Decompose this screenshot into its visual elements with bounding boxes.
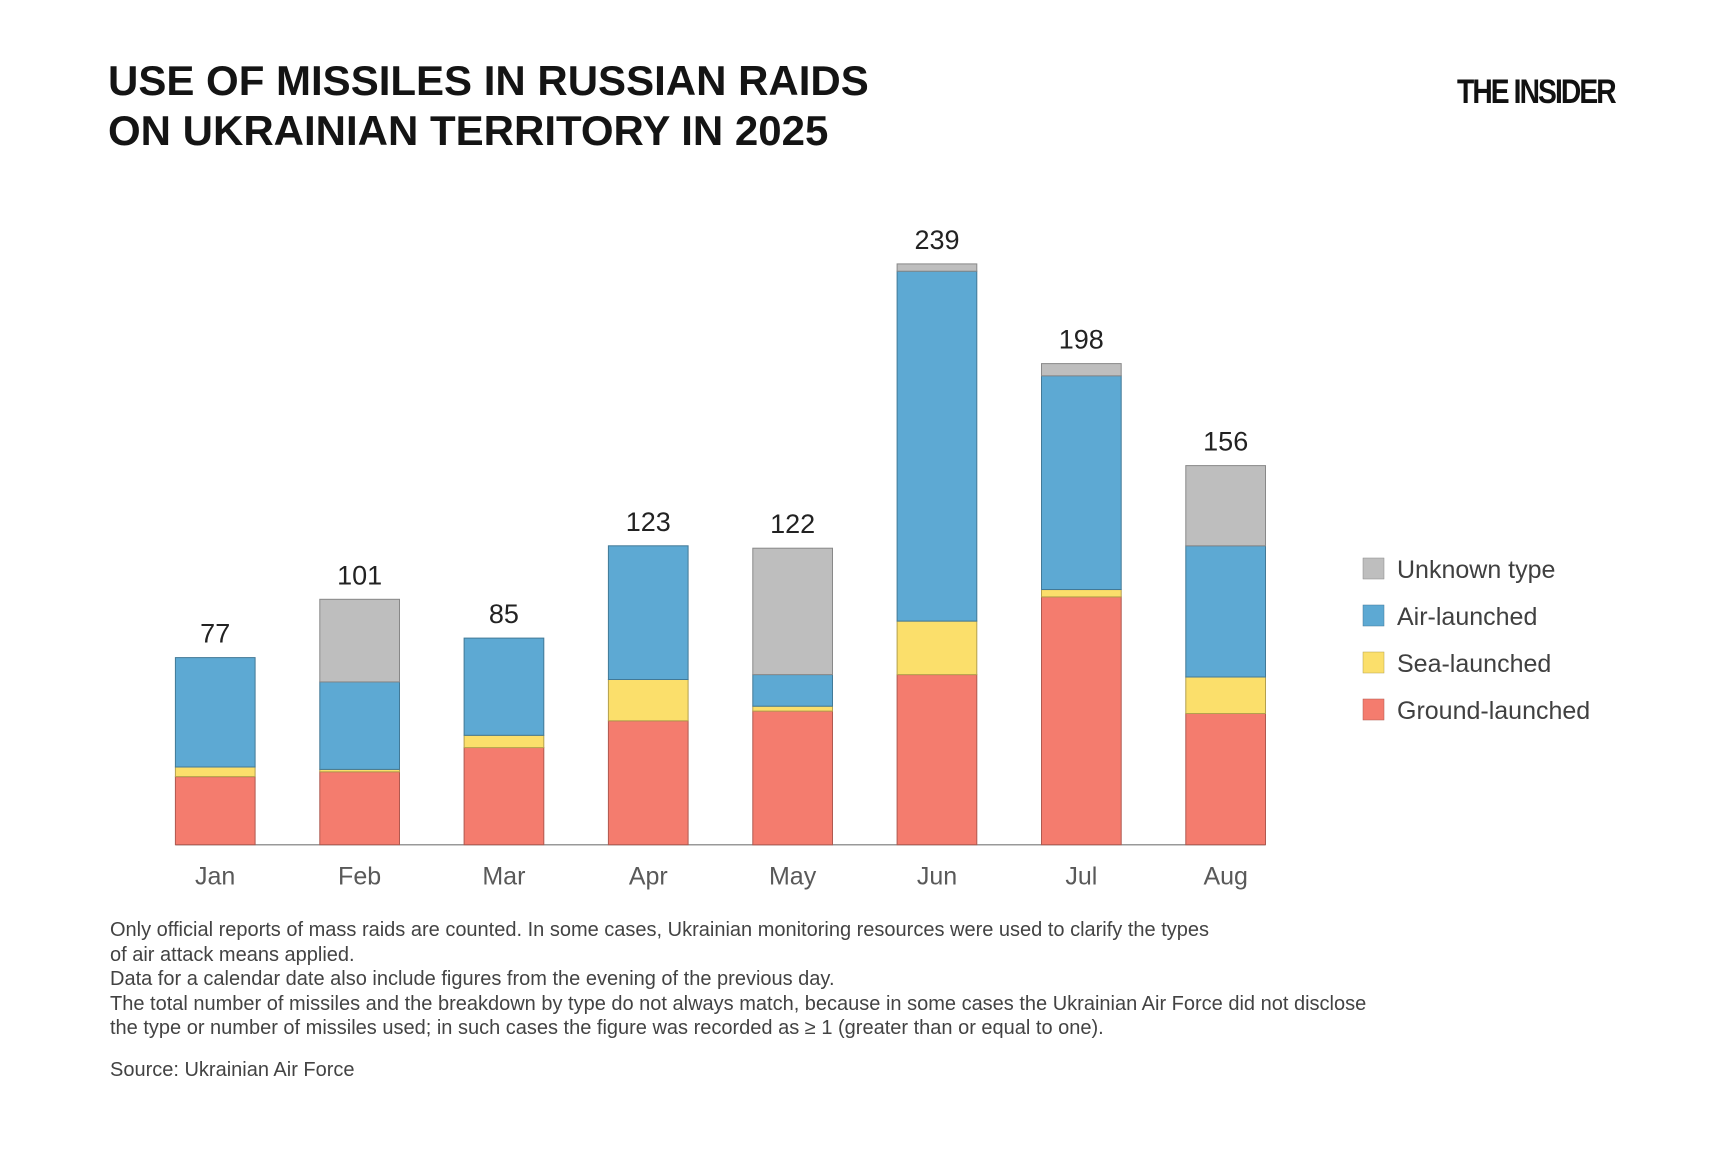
svg-text:198: 198: [1059, 325, 1104, 355]
svg-text:Jun: Jun: [917, 863, 957, 891]
svg-text:101: 101: [337, 560, 382, 590]
svg-text:Apr: Apr: [629, 863, 668, 891]
svg-text:Jul: Jul: [1065, 863, 1097, 891]
svg-text:Sea-launched: Sea-launched: [1397, 650, 1551, 678]
svg-text:239: 239: [914, 225, 959, 255]
svg-text:Unknown type: Unknown type: [1397, 556, 1555, 584]
svg-text:77: 77: [200, 619, 230, 649]
svg-text:123: 123: [626, 507, 671, 537]
svg-text:Jan: Jan: [195, 863, 235, 891]
svg-text:85: 85: [489, 599, 519, 629]
svg-text:Feb: Feb: [338, 863, 381, 891]
svg-text:Aug: Aug: [1203, 863, 1247, 891]
svg-text:122: 122: [770, 509, 815, 539]
svg-text:Ground-launched: Ground-launched: [1397, 697, 1590, 725]
svg-text:Air-launched: Air-launched: [1397, 603, 1537, 631]
svg-text:156: 156: [1203, 427, 1248, 457]
svg-text:May: May: [769, 863, 817, 891]
svg-text:Mar: Mar: [482, 863, 525, 891]
